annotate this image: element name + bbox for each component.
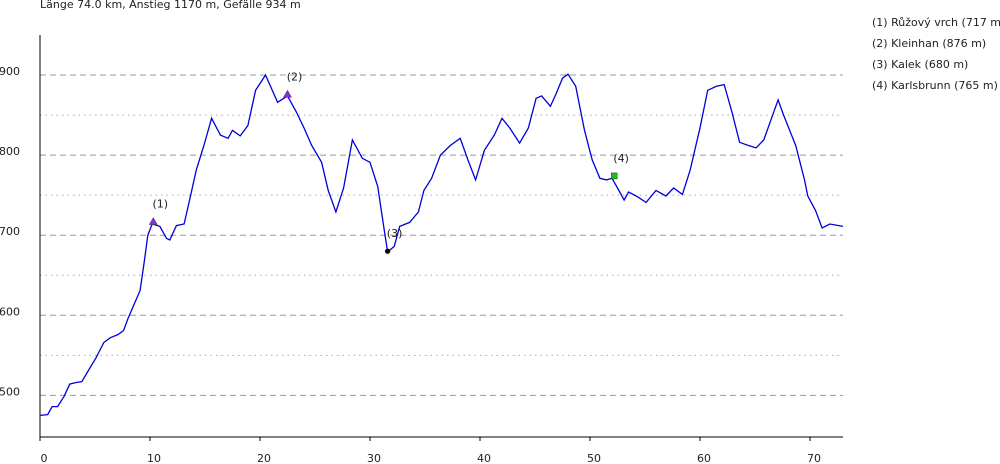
waypoint-marker [610, 172, 618, 180]
elevation-line [39, 73, 844, 417]
waypoint-label: (2) [287, 70, 303, 83]
legend-entry: (4) Karlsbrunn (765 m) [872, 79, 998, 92]
x-tick-label: 10 [147, 452, 161, 464]
legend-entry: (3) Kalek (680 m) [872, 58, 968, 71]
x-tick-label: 50 [587, 452, 601, 464]
legend-entry: (1) Růžový vrch (717 m) [872, 16, 1000, 29]
waypoint-marker [283, 89, 292, 98]
y-tick-label: 800 [0, 145, 20, 158]
waypoint-label: (4) [613, 152, 629, 165]
legend-entry: (2) Kleinhan (876 m) [872, 37, 986, 50]
x-tick-label: 20 [257, 452, 271, 464]
y-tick-label: 500 [0, 385, 20, 398]
x-tick-label: 0 [41, 452, 48, 464]
waypoint-label: (1) [153, 198, 169, 211]
waypoint-marker [384, 248, 391, 254]
x-tick-label: 40 [477, 452, 491, 464]
x-tick-label: 60 [697, 452, 711, 464]
x-tick-label: 70 [807, 452, 821, 464]
chart-title: Länge 74.0 km, Anstieg 1170 m, Gefälle 9… [40, 0, 301, 11]
y-tick-label: 700 [0, 225, 20, 238]
y-tick-label: 900 [0, 65, 20, 78]
y-tick-label: 600 [0, 305, 20, 318]
waypoint-label: (3) [387, 227, 403, 240]
x-tick-label: 30 [367, 452, 381, 464]
waypoint-marker [148, 217, 158, 225]
